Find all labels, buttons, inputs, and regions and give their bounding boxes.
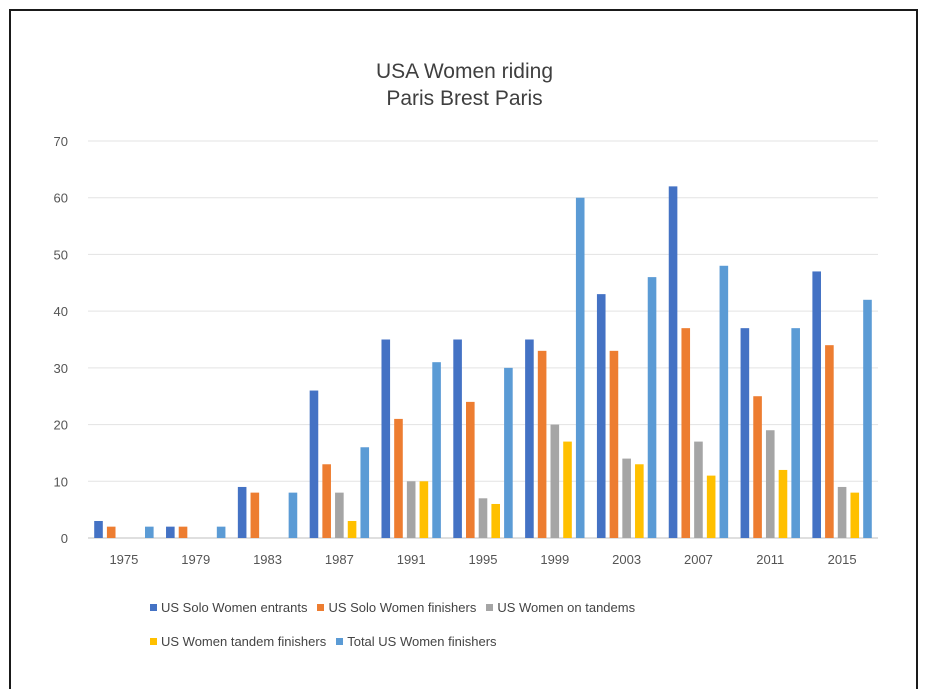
x-tick-label: 1975 — [109, 552, 138, 567]
x-tick-label: 1987 — [325, 552, 354, 567]
chart-title-line-2: Paris Brest Paris — [386, 87, 543, 110]
bar — [166, 526, 175, 538]
bar — [850, 492, 860, 538]
x-tick-label: 1979 — [181, 552, 210, 567]
bar — [335, 492, 344, 538]
x-tick-label: 1999 — [540, 552, 569, 567]
bar — [563, 441, 572, 538]
bar — [145, 526, 154, 538]
bar — [216, 526, 226, 538]
x-tick-label: 2015 — [828, 552, 857, 567]
legend-swatch — [150, 637, 157, 645]
bar — [250, 492, 260, 538]
bar — [419, 481, 429, 538]
legend-item: US Women on tandems — [486, 600, 635, 615]
legend: US Solo Women entrants US Solo Women fin… — [150, 590, 790, 658]
x-tick-label: 1983 — [253, 552, 282, 567]
bar — [753, 396, 762, 538]
y-tick-label: 10 — [54, 474, 68, 489]
chart-title: USA Women riding Paris Brest Paris — [0, 58, 929, 112]
bar — [609, 350, 619, 538]
bar — [719, 265, 729, 538]
bar — [453, 339, 462, 538]
bar — [550, 424, 560, 538]
legend-row-1: US Solo Women entrants US Solo Women fin… — [150, 590, 790, 624]
bar — [288, 492, 298, 538]
bar — [825, 345, 834, 538]
legend-swatch — [336, 637, 344, 645]
legend-row-2: US Women tandem finishers Total US Women… — [150, 624, 790, 658]
x-axis-ticks: 1975 1979 1983 1987 1991 1995 1999 2003 2007 2011… — [109, 552, 856, 567]
bar — [863, 299, 872, 538]
bar — [491, 503, 500, 538]
x-tick-label: 2003 — [612, 552, 641, 567]
bar — [791, 328, 800, 538]
bar — [106, 526, 116, 538]
bar — [647, 277, 657, 538]
bar — [635, 464, 644, 538]
y-tick-label: 40 — [54, 304, 68, 319]
bar — [432, 362, 441, 538]
y-tick-label: 30 — [54, 361, 68, 376]
x-tick-label: 2007 — [684, 552, 713, 567]
legend-item: US Solo Women entrants — [150, 600, 307, 615]
y-tick-label: 50 — [54, 247, 68, 262]
bar — [622, 458, 631, 538]
bar — [466, 401, 475, 538]
y-tick-label: 60 — [54, 191, 68, 206]
legend-item: US Women tandem finishers — [150, 634, 326, 649]
legend-swatch — [486, 603, 494, 611]
legend-label: US Solo Women entrants — [161, 599, 308, 615]
bar — [178, 526, 188, 538]
legend-label: US Solo Women finishers — [328, 599, 477, 615]
bar — [740, 328, 750, 538]
legend-label: US Women on tandems — [497, 599, 636, 615]
bar — [596, 294, 606, 538]
legend-swatch — [150, 603, 157, 611]
bar — [504, 367, 513, 538]
bar — [537, 350, 547, 538]
legend-label: Total US Women finishers — [347, 633, 497, 649]
bar — [812, 271, 821, 538]
legend-item: Total US Women finishers — [336, 633, 497, 649]
bar — [681, 328, 691, 538]
bar — [694, 441, 703, 538]
x-tick-label: 1991 — [397, 552, 426, 567]
bar — [309, 390, 319, 538]
bars — [94, 186, 872, 538]
bar — [778, 469, 788, 538]
bar — [381, 339, 391, 538]
bar — [478, 498, 488, 538]
bar — [237, 486, 247, 538]
bar — [668, 186, 678, 538]
bar — [347, 520, 357, 538]
bar-chart-plot: 0 10 20 30 40 50 60 70 1975 1979 1983 1987 1991 1995… — [54, 134, 878, 567]
legend-swatch — [317, 603, 325, 611]
chart-title-line-1: USA Women riding — [375, 60, 554, 83]
bar — [406, 481, 416, 538]
y-tick-label: 70 — [54, 134, 68, 149]
y-tick-label: 20 — [54, 418, 68, 433]
bar — [94, 520, 103, 538]
bar — [525, 339, 534, 538]
bar — [322, 464, 331, 538]
y-tick-label: 0 — [61, 531, 68, 546]
bar — [837, 486, 847, 538]
x-tick-label: 1995 — [469, 552, 498, 567]
bar — [765, 430, 775, 538]
y-axis-ticks: 0 10 20 30 40 50 60 70 — [54, 134, 68, 546]
bar — [706, 475, 716, 538]
bar — [394, 418, 403, 538]
legend-label: US Women tandem finishers — [161, 633, 327, 649]
chart-frame — [9, 9, 918, 689]
bar — [360, 447, 370, 538]
bar — [575, 197, 585, 538]
x-tick-label: 2011 — [756, 552, 784, 567]
legend-item: US Solo Women finishers — [317, 600, 476, 615]
